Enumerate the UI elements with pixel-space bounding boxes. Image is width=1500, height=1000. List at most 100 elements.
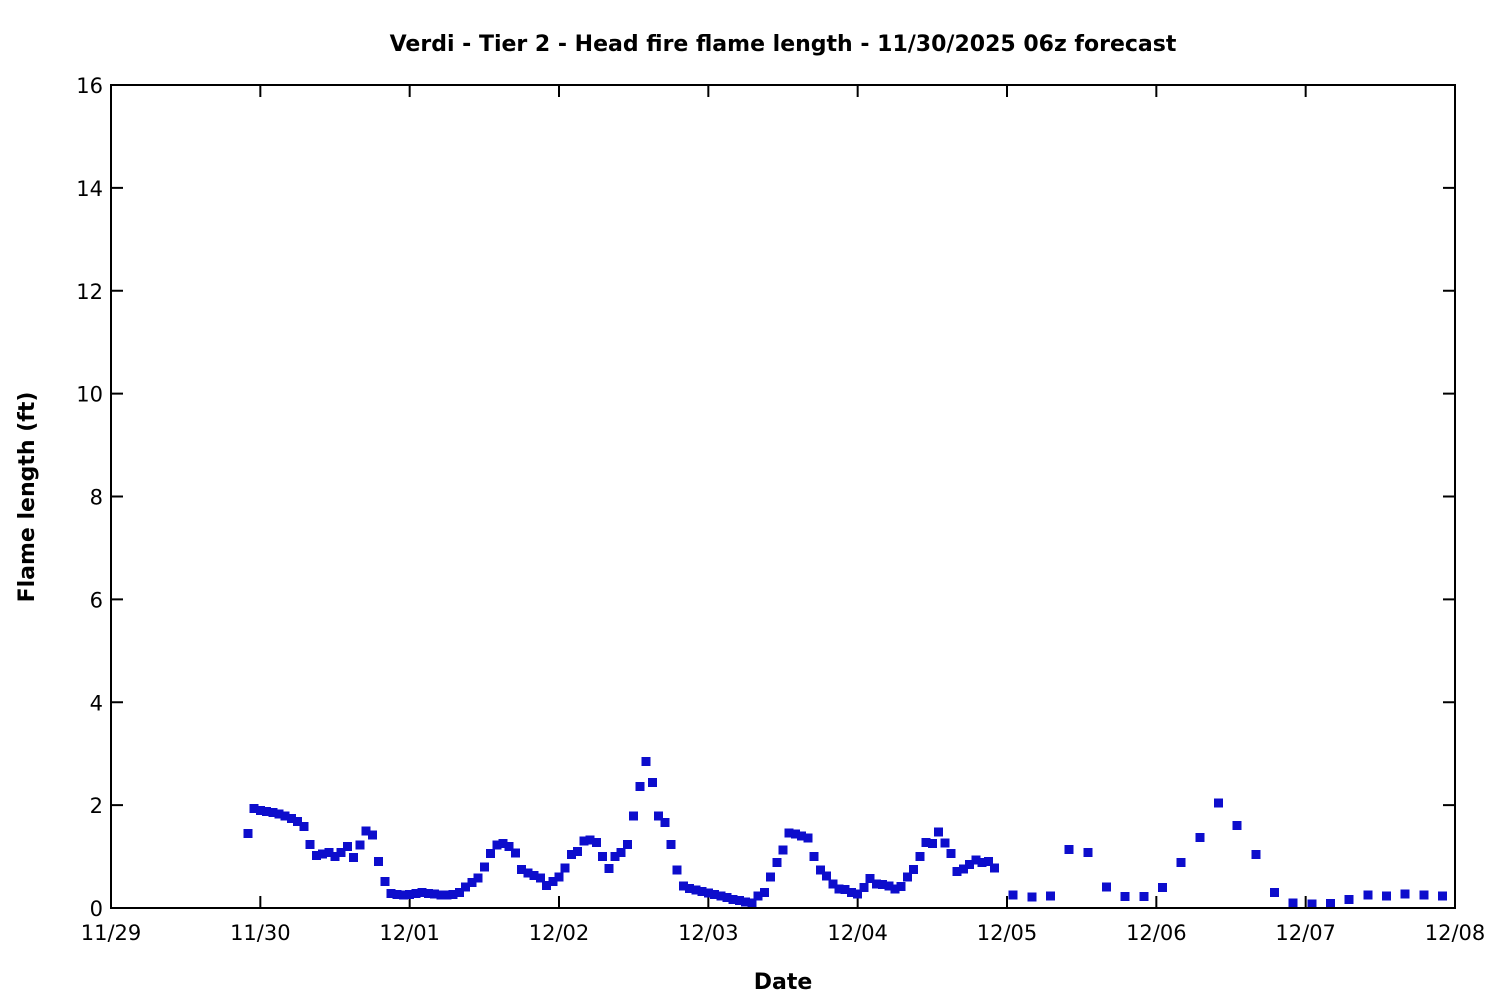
data-point [274, 809, 284, 819]
data-point [1438, 891, 1448, 901]
axis-tick-labels: 11/29 11/30 12/01 12/02 12/03 12/04 12/05 12/06… [76, 74, 1485, 945]
data-point [473, 873, 483, 883]
data-point [1288, 898, 1298, 908]
data-point [510, 848, 520, 858]
data-point [952, 866, 962, 876]
data-point [610, 852, 620, 862]
y-tick-label: 4 [90, 691, 103, 715]
data-point [884, 881, 894, 891]
data-point [971, 855, 981, 865]
data-point [1027, 892, 1037, 902]
data-point [784, 828, 794, 838]
data-point [672, 865, 682, 875]
data-point [691, 885, 701, 895]
data-point [1158, 882, 1168, 892]
data-point [479, 862, 489, 872]
data-point [1195, 833, 1205, 843]
data-point [629, 811, 639, 821]
data-point [958, 864, 968, 874]
data-point [815, 865, 825, 875]
data-point [280, 811, 290, 821]
data-point [585, 835, 595, 845]
data-point [579, 836, 589, 846]
data-point [685, 883, 695, 893]
data-point [411, 889, 421, 899]
data-point [902, 872, 912, 882]
data-point [467, 877, 477, 887]
y-tick-label: 10 [76, 383, 103, 407]
data-point [355, 840, 365, 850]
data-point [299, 822, 309, 832]
x-tick-label: 12/04 [827, 921, 888, 945]
data-point [678, 881, 688, 891]
data-point [591, 838, 601, 848]
data-point [822, 871, 832, 881]
data-point [1102, 882, 1112, 892]
data-point [660, 818, 670, 828]
data-point [448, 890, 458, 900]
y-tick-label: 12 [76, 280, 103, 304]
x-tick-label: 12/02 [529, 921, 590, 945]
data-point [1176, 858, 1186, 868]
data-point [890, 884, 900, 894]
data-point [311, 851, 321, 861]
x-tick-label: 12/08 [1425, 921, 1486, 945]
data-point [871, 879, 881, 889]
data-point [766, 872, 776, 882]
data-point [977, 858, 987, 868]
data-point [1419, 890, 1429, 900]
data-point [361, 826, 371, 836]
data-point [654, 811, 664, 821]
data-point [1064, 844, 1074, 854]
data-point [1120, 892, 1130, 902]
data-point [442, 890, 452, 900]
data-point [492, 840, 502, 850]
data-point [330, 852, 340, 862]
data-point [1326, 898, 1336, 908]
data-point [834, 884, 844, 894]
data-points [243, 756, 1448, 909]
y-tick-label: 14 [76, 177, 103, 201]
data-point [940, 838, 950, 848]
data-point [759, 888, 769, 898]
data-point [554, 872, 564, 882]
data-point [542, 880, 552, 890]
data-point [461, 882, 471, 892]
data-point [728, 894, 738, 904]
data-point [374, 857, 384, 867]
data-point [380, 876, 390, 886]
chart-title: Verdi - Tier 2 - Head fire flame length … [390, 32, 1177, 57]
data-point [523, 868, 533, 878]
data-point [504, 841, 514, 851]
data-point [1139, 892, 1149, 902]
x-tick-label: 12/05 [977, 921, 1038, 945]
data-point [517, 864, 527, 874]
data-point [1008, 890, 1018, 900]
data-point [1270, 888, 1280, 898]
data-point [405, 890, 415, 900]
x-tick-label: 12/03 [678, 921, 739, 945]
data-point [535, 873, 545, 883]
data-point [778, 845, 788, 855]
data-point [753, 891, 763, 901]
data-point [249, 804, 259, 814]
data-point [1232, 821, 1242, 831]
y-tick-label: 0 [90, 897, 103, 921]
data-point [840, 884, 850, 894]
data-point [741, 897, 751, 907]
data-point [529, 871, 539, 881]
data-point [641, 756, 651, 766]
data-point [286, 813, 296, 823]
data-point [318, 849, 328, 859]
data-point [896, 881, 906, 891]
data-point [386, 889, 396, 899]
data-point [293, 817, 303, 827]
data-point [430, 889, 440, 899]
data-point [1251, 850, 1261, 860]
data-point [560, 863, 570, 873]
data-point [423, 889, 433, 899]
data-point [598, 852, 608, 862]
data-point [934, 827, 944, 837]
data-point [1382, 891, 1392, 901]
